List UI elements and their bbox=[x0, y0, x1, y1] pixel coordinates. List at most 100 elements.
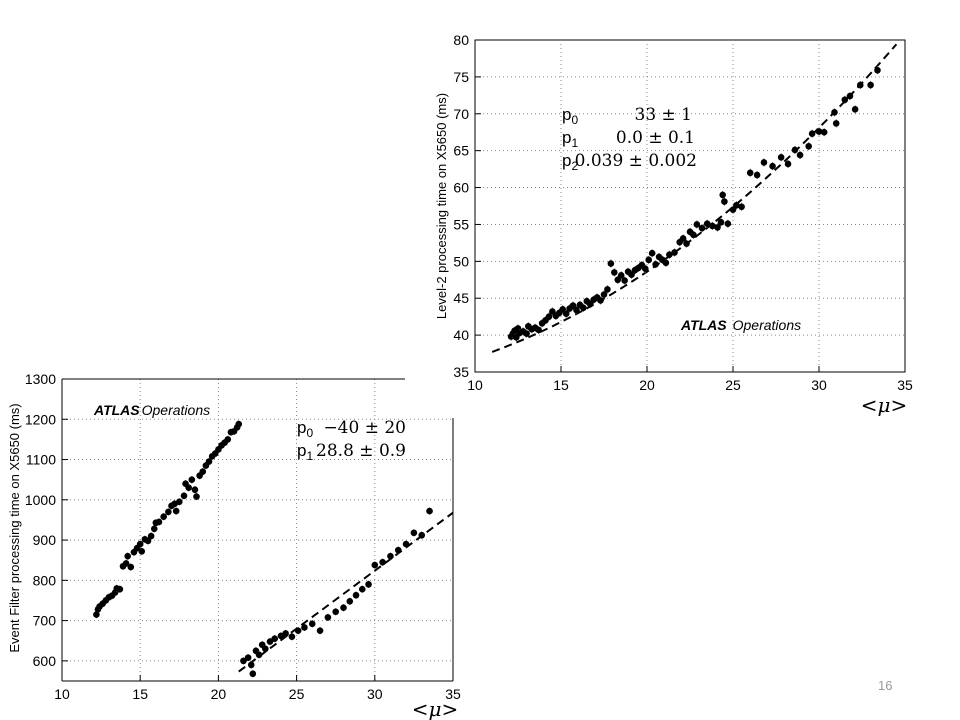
y-axis-label: Event Filter processing time on X5650 (m… bbox=[7, 403, 22, 652]
data-point bbox=[714, 223, 721, 232]
data-point bbox=[597, 296, 604, 305]
x-tick-label: 30 bbox=[811, 377, 827, 393]
point-marker bbox=[271, 635, 279, 643]
point-marker bbox=[719, 191, 726, 199]
point-marker bbox=[648, 249, 656, 257]
data-point bbox=[611, 268, 618, 277]
page-number: 16 bbox=[878, 678, 893, 693]
y-tick-label: 1300 bbox=[25, 371, 56, 387]
point-marker bbox=[586, 300, 594, 308]
data-point bbox=[150, 525, 158, 533]
point-marker bbox=[116, 585, 124, 593]
point-marker bbox=[535, 326, 542, 334]
data-point bbox=[136, 540, 144, 548]
data-point bbox=[671, 248, 678, 257]
point-marker bbox=[545, 313, 553, 320]
point-marker bbox=[387, 552, 394, 560]
data-point bbox=[205, 457, 213, 466]
y-tick-label: 1200 bbox=[25, 411, 56, 427]
data-point bbox=[249, 670, 257, 678]
y-tick-label: 45 bbox=[453, 290, 469, 306]
data-point bbox=[645, 255, 653, 264]
data-points bbox=[93, 420, 433, 678]
data-point bbox=[846, 92, 854, 101]
point-marker bbox=[150, 525, 158, 533]
param-value: 33 ± 1 bbox=[635, 105, 693, 125]
point-marker bbox=[841, 96, 849, 104]
point-marker bbox=[144, 537, 152, 545]
data-point bbox=[874, 66, 881, 75]
point-marker bbox=[365, 581, 372, 588]
data-point bbox=[247, 661, 255, 669]
point-marker bbox=[604, 286, 611, 293]
atlas-label: ATLAS Operations bbox=[680, 317, 801, 333]
data-point bbox=[418, 531, 426, 539]
point-marker bbox=[294, 627, 302, 634]
point-marker bbox=[418, 531, 426, 539]
data-point bbox=[255, 651, 263, 659]
x-tick-label: 25 bbox=[289, 686, 305, 702]
x-tick-label: 20 bbox=[639, 377, 655, 393]
point-marker bbox=[652, 260, 659, 268]
data-point bbox=[379, 558, 386, 566]
point-marker bbox=[569, 302, 577, 309]
x-tick-label: 10 bbox=[54, 686, 70, 702]
data-point bbox=[371, 561, 379, 569]
data-point bbox=[769, 162, 776, 171]
y-tick-label: 65 bbox=[453, 143, 469, 159]
point-marker bbox=[867, 81, 874, 89]
y-tick-label: 1100 bbox=[26, 452, 56, 468]
point-marker bbox=[512, 334, 520, 341]
atlas-label: ATLAS Operations bbox=[93, 402, 210, 418]
point-marker bbox=[738, 203, 745, 211]
param-name: p1 bbox=[297, 441, 313, 463]
point-marker bbox=[379, 558, 386, 566]
x-tick-label: 30 bbox=[367, 686, 383, 702]
data-point bbox=[621, 276, 628, 285]
data-point bbox=[116, 585, 124, 593]
data-point bbox=[193, 492, 200, 501]
point-marker bbox=[777, 154, 785, 161]
point-marker bbox=[769, 162, 776, 170]
point-marker bbox=[796, 151, 804, 159]
data-point bbox=[294, 627, 302, 635]
point-marker bbox=[641, 265, 649, 273]
point-marker bbox=[831, 109, 838, 116]
data-point bbox=[753, 171, 761, 179]
point-marker bbox=[244, 654, 252, 661]
param-value: 0.039 ± 0.002 bbox=[575, 151, 697, 171]
point-marker bbox=[332, 608, 340, 616]
data-point bbox=[841, 95, 849, 104]
data-point bbox=[604, 285, 611, 294]
data-point bbox=[358, 585, 366, 593]
point-marker bbox=[666, 251, 673, 258]
data-point bbox=[262, 645, 269, 653]
point-marker bbox=[607, 260, 615, 267]
data-point bbox=[760, 158, 768, 167]
x-tick-label: 25 bbox=[725, 377, 741, 393]
point-marker bbox=[127, 563, 135, 571]
x-tick-label: 15 bbox=[553, 377, 569, 393]
param-name: p2 bbox=[562, 151, 578, 173]
data-point bbox=[703, 219, 711, 228]
point-marker bbox=[426, 507, 433, 515]
data-point bbox=[426, 507, 433, 515]
data-point bbox=[679, 234, 687, 243]
data-point bbox=[191, 486, 199, 494]
fit-parameters: p0 −40 ± 20 p1 28.8 ± 0.9 bbox=[297, 418, 406, 463]
data-point bbox=[600, 290, 608, 299]
data-point bbox=[523, 329, 530, 338]
data-point bbox=[662, 258, 670, 267]
point-marker bbox=[358, 585, 366, 593]
data-point bbox=[815, 127, 823, 136]
point-marker bbox=[138, 548, 146, 555]
point-marker bbox=[240, 657, 247, 665]
y-tick-label: 50 bbox=[453, 253, 469, 269]
point-marker bbox=[729, 206, 737, 213]
point-marker bbox=[693, 221, 701, 228]
axis-ticks: 10 15 20 25 30 35 600 700 800 900 1000 1100 1200 1300 bbox=[25, 371, 461, 702]
point-marker bbox=[122, 560, 130, 567]
data-point bbox=[791, 145, 799, 154]
data-point bbox=[144, 537, 152, 545]
fit-parameters: p0 33 ± 1 p1 0.0 ± 0.1 p2 0.039 ± 0.002 bbox=[562, 105, 697, 173]
